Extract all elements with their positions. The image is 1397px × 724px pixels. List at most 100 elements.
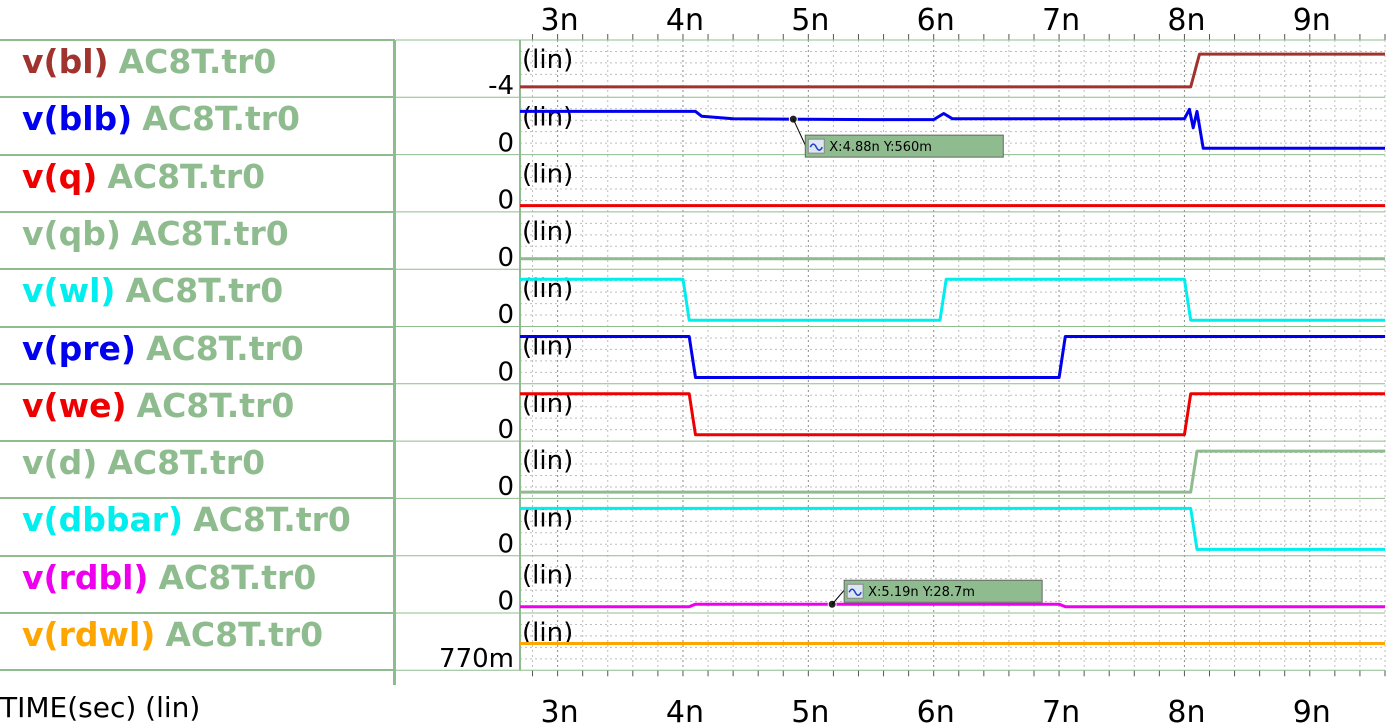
signal-label[interactable]: v(pre) AC8T.tr0 — [22, 329, 304, 369]
signal-config: AC8T.tr0 — [136, 385, 295, 425]
signal-label[interactable]: v(q) AC8T.tr0 — [22, 157, 265, 197]
x-tick-label-top: 6n — [917, 3, 955, 38]
signal-config: AC8T.tr0 — [158, 557, 317, 597]
label-row-separator — [0, 96, 395, 99]
x-axis-label: TIME(sec) (lin) — [0, 691, 201, 724]
trace-vrdbl — [520, 602, 1385, 609]
y-tick-label: 0 — [497, 300, 514, 330]
wave-icon-glyph — [848, 588, 862, 596]
trace-vd — [520, 449, 1385, 494]
trace-vpre — [520, 335, 1385, 379]
x-tick-layer: 3n 3n 4n 4n 5n 5n 6n 6n 7n 7n 8n 8n 9n 9n — [532, 3, 1386, 724]
cursor-box — [843, 579, 1043, 603]
signal-name: v(blb) — [22, 99, 133, 139]
y-tick-label: 0 — [497, 472, 514, 502]
signal-name: v(we) — [22, 385, 127, 425]
label-row-separator — [0, 153, 395, 156]
y-scale-label: (lin) — [522, 160, 573, 190]
signal-labels-panel: v(bl) AC8T.tr0 v(blb) AC8T.tr0 v(q) AC8T.tr0 v… — [0, 0, 395, 724]
signal-label[interactable]: v(qb) AC8T.tr0 — [22, 214, 289, 254]
trace-vwe — [520, 392, 1385, 437]
signal-label[interactable]: v(blb) AC8T.tr0 — [22, 99, 300, 139]
x-tick-label-top: 3n — [541, 3, 579, 38]
y-scale-label: (lin) — [522, 561, 573, 591]
y-tick-label: 0 — [497, 587, 514, 617]
signal-name: v(wl) — [22, 271, 116, 311]
grid-layer — [519, 40, 1386, 671]
signal-name: v(bl) — [22, 42, 109, 81]
signal-config: AC8T.tr0 — [142, 99, 300, 139]
x-tick-label-top: 9n — [1293, 3, 1331, 38]
signal-config: AC8T.tr0 — [107, 443, 266, 483]
signal-label[interactable]: v(wl) AC8T.tr0 — [22, 271, 283, 311]
signal-name: v(d) — [22, 443, 98, 483]
y-scale-label: (lin) — [522, 217, 573, 247]
x-tick-label-bottom: 4n — [666, 695, 704, 724]
signal-label[interactable]: v(rdbl) AC8T.tr0 — [22, 558, 316, 598]
x-tick-label-bottom: 5n — [791, 695, 829, 724]
y-tick-label: 0 — [497, 128, 514, 158]
label-row-separator — [0, 497, 395, 500]
signal-label[interactable]: v(bl) AC8T.tr0 — [22, 42, 276, 82]
signal-name: v(rdwl) — [22, 615, 156, 654]
signal-label[interactable]: v(dbbar) AC8T.tr0 — [22, 500, 351, 540]
label-row-separator — [0, 268, 395, 271]
signal-name: v(qb) — [22, 213, 121, 253]
label-row-separator — [0, 382, 395, 385]
x-tick-label-bottom: 8n — [1167, 695, 1205, 724]
cursor-box — [804, 134, 1004, 158]
y-scale-label: (lin) — [522, 45, 573, 75]
trace-layer — [520, 52, 1385, 645]
trace-vblb — [520, 107, 1385, 150]
x-tick-label-top: 5n — [791, 3, 829, 38]
signal-config: AC8T.tr0 — [125, 271, 284, 311]
trace-vdbbar — [520, 506, 1385, 551]
signal-config: AC8T.tr0 — [165, 615, 324, 654]
x-tick-label-bottom: 9n — [1293, 695, 1331, 724]
y-tick-label: 770m — [439, 644, 514, 674]
signal-name: v(dbbar) — [22, 500, 184, 540]
y-tick-label: 0 — [497, 415, 514, 445]
x-tick-label-top: 4n — [666, 3, 704, 38]
y-tick-label: 0 — [497, 358, 514, 388]
signal-config: AC8T.tr0 — [118, 42, 277, 81]
x-tick-label-bottom: 7n — [1042, 695, 1080, 724]
cursor-readout: X:5.19n Y:28.7m — [868, 585, 975, 600]
label-row-separator — [0, 39, 395, 41]
y-tick-label: 0 — [497, 529, 514, 559]
cursor-layer: X:4.88n Y:560m X:5.19n Y:28.7m — [788, 114, 1043, 609]
panel-separator — [393, 40, 396, 685]
signal-name: v(q) — [22, 156, 98, 196]
cursor-leader — [831, 589, 845, 605]
x-tick-label-bottom: 6n — [917, 695, 955, 724]
y-scale-label: (lin) — [522, 102, 573, 132]
label-row-separator — [0, 669, 395, 672]
label-row-separator — [0, 210, 395, 213]
label-row-separator — [0, 325, 395, 328]
y-tick-label: 0 — [497, 186, 514, 216]
signal-name: v(pre) — [22, 328, 136, 368]
x-tick-label-bottom: 3n — [541, 695, 579, 724]
signal-label[interactable]: v(d) AC8T.tr0 — [22, 443, 265, 483]
label-row-separator — [0, 612, 395, 614]
label-row-separator — [0, 554, 395, 557]
signal-label[interactable]: v(we) AC8T.tr0 — [22, 386, 294, 426]
wave-icon-glyph — [809, 143, 823, 151]
x-tick-label-top: 8n — [1167, 3, 1205, 38]
label-row-separator — [0, 440, 395, 443]
y-scale-label: (lin) — [522, 446, 573, 476]
signal-name: v(rdbl) — [22, 557, 149, 597]
signal-config: AC8T.tr0 — [107, 156, 266, 196]
x-tick-label-top: 7n — [1042, 3, 1080, 38]
signal-config: AC8T.tr0 — [145, 328, 304, 368]
cursor-readout: X:4.88n Y:560m — [829, 140, 932, 155]
y-tick-label: -4 — [488, 71, 514, 101]
y-tick-label: 0 — [497, 243, 514, 273]
cursor-leader — [792, 118, 806, 146]
trace-vwl — [520, 277, 1385, 322]
signal-config: AC8T.tr0 — [130, 213, 289, 253]
trace-vbl — [520, 52, 1385, 89]
signal-label[interactable]: v(rdwl) AC8T.tr0 — [22, 615, 323, 655]
signal-config: AC8T.tr0 — [193, 500, 351, 540]
